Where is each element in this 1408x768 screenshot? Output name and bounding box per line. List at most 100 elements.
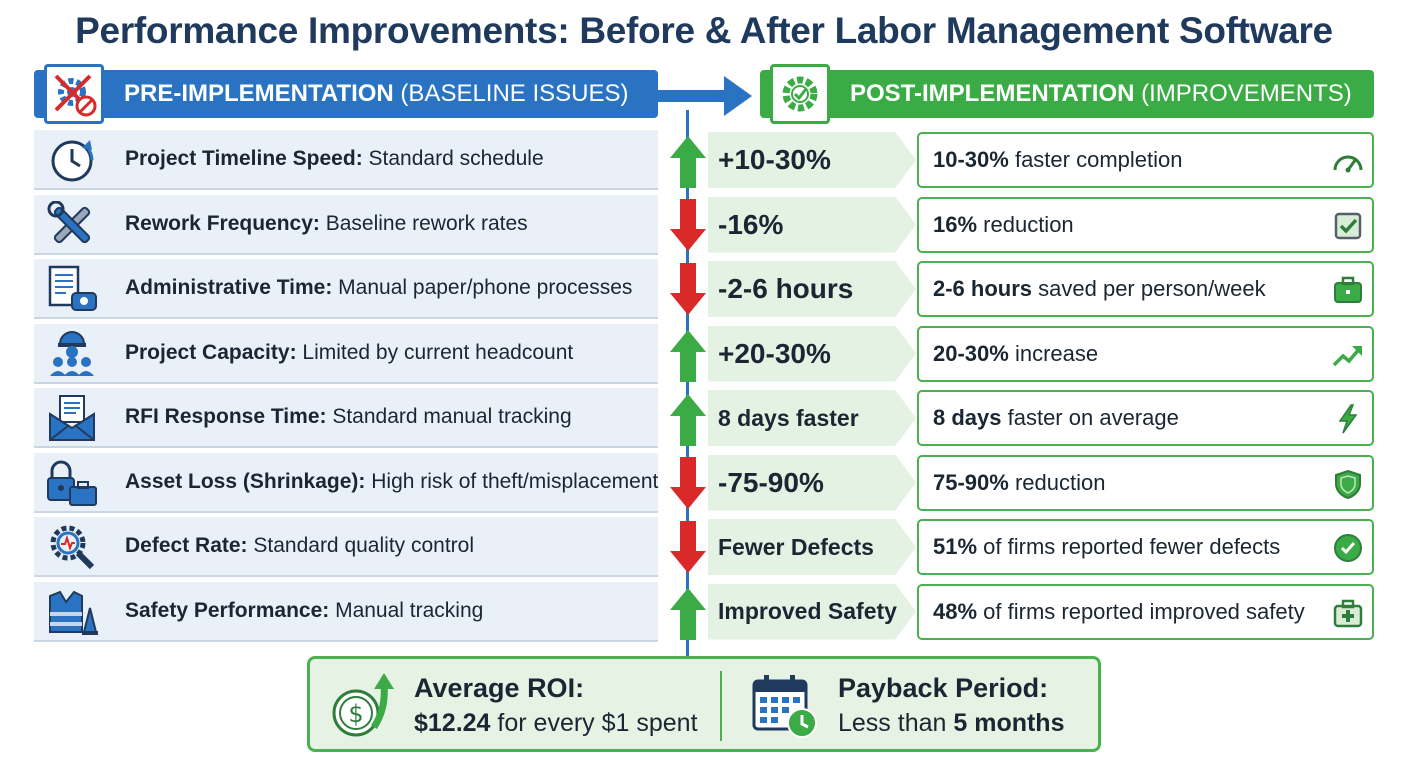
post-text: 51% of firms reported fewer defects [933,534,1280,560]
pre-text: Safety Performance: Manual tracking [125,599,483,623]
post-text: 8 days faster on average [933,405,1179,431]
post-metric-desc: reduction [1008,469,1106,495]
dollar-growth-icon: $ [332,673,394,737]
change-value: +20-30% [718,337,831,369]
change-value: +10-30% [718,144,831,175]
post-metric-desc: of firms reported improved safety [977,598,1305,624]
pre-cell: Rework Frequency: Baseline rework rates [34,194,658,255]
pre-text: Administrative Time: Manual paper/phone … [125,276,632,300]
table-row: Project Timeline Speed: Standard schedul… [0,130,1408,190]
envelope-icon [46,394,98,442]
table-row: Administrative Time: Manual paper/phone … [0,259,1408,319]
payback-months: 5 months [953,709,1065,737]
roi-label: Average ROI: [414,673,585,703]
change-cell: +20-30% [708,325,916,382]
pre-metric-label: Administrative Time: [125,276,333,299]
pre-header-bold: PRE-IMPLEMENTATION [124,80,394,107]
pre-text: RFI Response Time: Standard manual track… [125,405,572,429]
pre-metric-label: Project Timeline Speed: [125,147,363,170]
change-cell: +10-30% [708,132,916,188]
post-implementation-header: POST-IMPLEMENTATION (IMPROVEMENTS) [760,64,1374,124]
pre-cell: Project Timeline Speed: Standard schedul… [34,130,658,190]
post-cell: 10-30% faster completion [917,132,1374,188]
pre-metric-desc: Limited by current headcount [296,340,574,364]
post-cell: 75-90% reduction [917,454,1374,511]
change-value: Fewer Defects [718,533,874,560]
briefcase-icon [1332,275,1364,305]
first-aid-icon [1332,598,1364,628]
change-cell: Improved Safety [708,583,916,640]
lock-toolbox-icon [46,459,98,507]
pre-metric-desc: High risk of theft/misplacement [365,469,659,493]
calendar-clock-icon [752,675,817,738]
cross-gear-icon [44,64,104,124]
roi-amount: $12.24 [414,709,491,737]
post-metric-desc: faster on average [1001,405,1179,430]
pre-metric-desc: Manual paper/phone processes [332,276,633,299]
post-metric-value: 10-30% [933,147,1009,172]
change-cell: Fewer Defects [708,519,916,575]
svg-text:$: $ [348,700,363,728]
post-text: 48% of firms reported improved safety [933,599,1305,625]
pre-cell: Project Capacity: Limited by current hea… [34,323,658,384]
tools-icon [46,200,98,249]
post-text: 2-6 hours saved per person/week [933,276,1266,302]
pre-header-rest: (BASELINE ISSUES) [393,80,629,107]
post-text: 10-30% faster completion [933,147,1182,173]
table-row: RFI Response Time: Standard manual track… [0,388,1408,448]
post-metric-value: 48% [933,598,978,624]
pre-text: Project Timeline Speed: Standard schedul… [125,147,544,171]
change-cell: -16% [708,196,916,253]
header-arrow-icon [652,76,752,116]
change-value: Improved Safety [718,598,897,624]
post-metric-value: 16% [933,211,978,237]
post-metric-desc: reduction [977,211,1074,237]
post-metric-value: 51% [933,534,978,559]
post-text: 75-90% reduction [933,470,1105,496]
lightning-icon [1332,404,1364,434]
post-metric-desc: faster completion [1008,147,1183,172]
clock-icon [46,136,98,184]
post-cell: 20-30% increase [917,325,1374,382]
pre-metric-label: Asset Loss (Shrinkage): [125,469,366,493]
post-metric-value: 75-90% [933,469,1009,495]
change-cell: -75-90% [708,454,916,511]
post-cell: 16% reduction [917,196,1374,253]
pre-text: Project Capacity: Limited by current hea… [125,341,573,365]
change-value: -2-6 hours [718,273,854,304]
check-gear-icon [770,64,830,124]
workers-icon [46,330,98,378]
change-value: 8 days faster [718,404,859,431]
post-metric-desc: increase [1008,340,1099,366]
check-circle-icon [1332,533,1364,563]
document-phone-icon [46,265,98,313]
page-title: Performance Improvements: Before & After… [75,10,1333,51]
pre-metric-label: Defect Rate: [125,534,248,557]
post-metric-desc: saved per person/week [1032,276,1266,301]
post-text: 16% reduction [933,212,1074,238]
post-metric-value: 20-30% [933,340,1009,366]
table-row: Rework Frequency: Baseline rework rates -… [0,194,1408,255]
change-cell: -2-6 hours [708,261,916,317]
summary-divider [720,671,722,741]
table-row: Project Capacity: Limited by current hea… [0,323,1408,384]
payback-rest: Less than [838,709,954,737]
pre-metric-label: Safety Performance: [125,598,330,622]
pre-metric-desc: Standard quality control [247,534,475,557]
arrow-down-icon [668,456,708,511]
post-header-bold: POST-IMPLEMENTATION [850,80,1135,107]
pre-cell: Safety Performance: Manual tracking [34,581,658,642]
pre-implementation-header: PRE-IMPLEMENTATION (BASELINE ISSUES) [34,64,658,124]
pre-metric-desc: Standard manual tracking [326,405,572,428]
gear-magnifier-icon [46,523,98,571]
table-row: Asset Loss (Shrinkage): High risk of the… [0,452,1408,513]
post-cell: 51% of firms reported fewer defects [917,519,1374,575]
change-cell: 8 days faster [708,390,916,446]
vest-cone-icon [46,588,98,636]
pre-metric-label: Rework Frequency: [125,211,320,235]
pre-cell: Asset Loss (Shrinkage): High risk of the… [34,452,658,513]
pre-text: Rework Frequency: Baseline rework rates [125,212,528,236]
roi-value: $12.24 for every $1 spent [414,709,698,738]
arrow-down-icon [668,521,708,575]
pre-text: Asset Loss (Shrinkage): High risk of the… [125,470,658,494]
